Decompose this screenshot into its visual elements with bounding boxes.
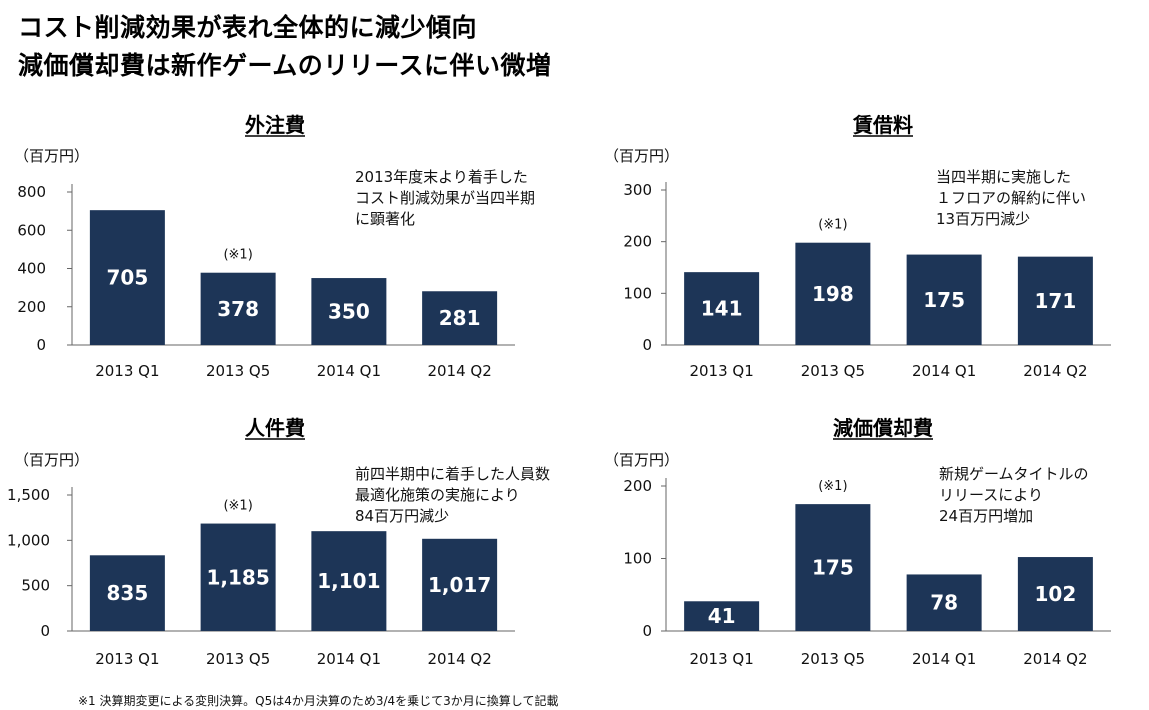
category-label: 2013 Q1: [95, 362, 159, 380]
y-tick-label: 600: [17, 221, 46, 239]
chart-title: 減価償却費: [833, 416, 933, 440]
personnel-cost-chart: 人件費 （百万円） 0 500 1,000 1,500 835 2013 Q1 1,185 (※1…: [7, 416, 550, 668]
y-axis-unit-label: （百万円）: [604, 147, 679, 165]
annotation-line: 前四半期中に着手した人員数: [355, 465, 550, 483]
bar-note-label: (※1): [223, 248, 252, 263]
depreciation-cost-chart: 減価償却費 （百万円） 0 100 200 41 2013 Q1 175 (※1) 2013 Q5…: [604, 416, 1111, 668]
category-label: 2013 Q1: [689, 650, 753, 668]
y-tick-label: 400: [17, 260, 46, 278]
bar: [906, 574, 982, 631]
category-label: 2014 Q2: [427, 362, 491, 380]
bar-value-label: 705: [107, 266, 149, 290]
y-tick-label: 200: [17, 298, 46, 316]
bar: [684, 272, 760, 345]
y-tick-label: 100: [623, 284, 652, 302]
bar-value-label: 41: [708, 604, 736, 628]
bar-value-label: 78: [930, 591, 958, 615]
bar: [1017, 256, 1093, 345]
outsourcing-cost-chart: 外注費 （百万円） 0 200 400 600 800 705 2013 Q1 378 (※1) 20…: [14, 113, 535, 380]
category-label: 2014 Q1: [317, 362, 381, 380]
annotation-line: 当四半期に実施した: [936, 168, 1071, 186]
bar-value-label: 1,017: [428, 573, 491, 597]
annotation-line: 13百万円減少: [936, 210, 1030, 228]
category-label: 2014 Q1: [317, 650, 381, 668]
chart-title: 人件費: [245, 416, 305, 440]
bar: [795, 242, 871, 345]
bar: [311, 278, 387, 345]
category-label: 2013 Q1: [689, 362, 753, 380]
y-tick-label: 0: [36, 336, 46, 354]
y-tick-label: 200: [623, 477, 652, 495]
annotation-line: １フロアの解約に伴い: [936, 189, 1086, 207]
bar: [89, 210, 165, 345]
headline-line-2: 減価償却費は新作ゲームのリリースに伴い微増: [18, 51, 552, 80]
bar: [89, 555, 165, 631]
bar-note-label: (※1): [223, 499, 252, 514]
annotation-line: リリースにより: [939, 486, 1043, 504]
category-label: 2014 Q2: [427, 650, 491, 668]
bar-value-label: 175: [812, 556, 854, 580]
footnote: ※1 決算期変更による変則決算。Q5は4か月決算のため3/4を乗じて3か月に換算…: [78, 694, 559, 708]
chart-title: 外注費: [245, 113, 305, 137]
category-label: 2014 Q1: [912, 362, 976, 380]
bar: [422, 538, 498, 631]
y-tick-label: 300: [623, 181, 652, 199]
category-label: 2013 Q5: [206, 362, 270, 380]
annotation-line: コスト削減効果が当四半期: [355, 189, 535, 207]
bar-note-label: (※1): [818, 479, 847, 494]
bar-value-label: 281: [439, 306, 481, 330]
y-axis-unit-label: （百万円）: [14, 451, 89, 469]
bar: [422, 291, 498, 345]
rent-cost-chart: 賃借料 （百万円） 0 100 200 300 141 2013 Q1 198 (※1) 2013 …: [604, 113, 1111, 380]
bar: [684, 601, 760, 631]
y-axis-unit-label: （百万円）: [14, 147, 89, 165]
y-tick-label: 200: [623, 233, 652, 251]
category-label: 2014 Q2: [1023, 362, 1087, 380]
category-label: 2014 Q2: [1023, 650, 1087, 668]
bar: [311, 531, 387, 631]
category-label: 2013 Q5: [206, 650, 270, 668]
annotation-line: 24百万円増加: [939, 507, 1033, 525]
y-axis-unit-label: （百万円）: [604, 451, 679, 469]
category-label: 2014 Q1: [912, 650, 976, 668]
bar-value-label: 175: [923, 288, 965, 312]
y-tick-label: 0: [642, 622, 652, 640]
bar-note-label: (※1): [818, 218, 847, 233]
bar-value-label: 835: [107, 581, 149, 605]
y-tick-label: 1,000: [7, 531, 50, 549]
y-tick-label: 0: [642, 336, 652, 354]
bar-value-label: 141: [701, 297, 743, 321]
bar-value-label: 378: [217, 297, 259, 321]
bar-value-label: 171: [1035, 289, 1077, 313]
annotation-line: 2013年度末より着手した: [355, 168, 528, 186]
category-label: 2013 Q1: [95, 650, 159, 668]
bar-value-label: 1,185: [206, 565, 269, 589]
annotation-line: に顕著化: [355, 210, 415, 228]
chart-title: 賃借料: [852, 113, 913, 137]
y-tick-label: 1,500: [7, 486, 50, 504]
bar-value-label: 350: [328, 300, 370, 324]
bar-value-label: 102: [1035, 582, 1077, 606]
bar-value-label: 1,101: [317, 569, 380, 593]
bar-value-label: 198: [812, 282, 854, 306]
y-tick-label: 0: [40, 622, 50, 640]
y-tick-label: 100: [623, 550, 652, 568]
annotation-line: 84百万円減少: [355, 507, 449, 525]
annotation-line: 最適化施策の実施により: [355, 486, 520, 504]
bar: [906, 254, 982, 345]
bar: [200, 272, 276, 345]
y-tick-label: 500: [21, 577, 50, 595]
bar: [1017, 557, 1093, 631]
category-label: 2013 Q5: [801, 650, 865, 668]
annotation-line: 新規ゲームタイトルの: [939, 465, 1089, 483]
category-label: 2013 Q5: [801, 362, 865, 380]
y-tick-label: 800: [17, 183, 46, 201]
headline-line-1: コスト削減効果が表れ全体的に減少傾向: [18, 13, 478, 42]
bar: [795, 504, 871, 631]
bar: [200, 523, 276, 631]
